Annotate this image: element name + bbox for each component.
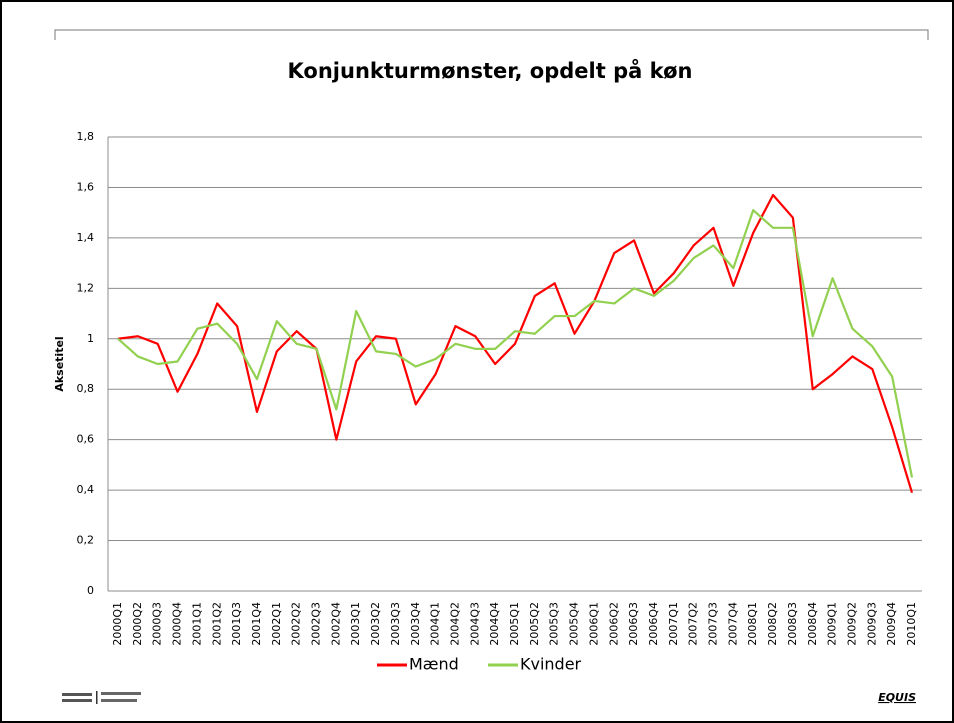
footer-logo-right: EQUIS [878,691,916,704]
x-tick-label: 2002Q3 [310,602,323,646]
x-tick-label: 2003Q2 [369,602,382,646]
x-tick-label: 2002Q2 [290,602,303,646]
x-tick-label: 2003Q1 [349,602,362,646]
x-tick-label: 2009Q1 [826,602,839,646]
x-tick-label: 2002Q1 [270,602,283,646]
y-tick-label: 1,6 [77,180,95,193]
x-tick-label: 2006Q1 [587,602,600,646]
x-tick-label: 2004Q1 [429,602,442,646]
x-tick-label: 2009Q3 [865,602,878,646]
x-tick-label: 2006Q4 [647,602,660,646]
x-tick-label: 2001Q1 [190,602,203,646]
y-tick-label: 1 [87,332,94,345]
x-tick-label: 2008Q1 [746,602,759,646]
x-tick-label: 2005Q3 [548,602,561,646]
x-tick-label: 2009Q2 [845,602,858,646]
chart-title: Konjunkturmønster, opdelt på køn [288,58,693,83]
y-tick-label: 1,2 [77,281,95,294]
x-tick-label: 2003Q3 [389,602,402,646]
y-tick-label: 0,4 [77,483,95,496]
x-tick-label: 2007Q4 [726,602,739,646]
x-tick-label: 2008Q2 [766,602,779,646]
y-tick-label: 1,4 [77,231,95,244]
x-tick-label: 2001Q2 [210,602,223,646]
x-tick-label: 2007Q1 [667,602,680,646]
x-tick-label: 2007Q3 [707,602,720,646]
y-tick-label: 0,6 [77,433,95,446]
x-tick-label: 2008Q4 [806,602,819,646]
series-line [117,193,914,493]
x-tick-label: 2004Q2 [448,602,461,646]
x-tick-label: 2000Q4 [171,602,184,646]
header-rule [54,29,929,40]
y-tick-label: 1,8 [77,130,95,143]
x-tick-label: 2009Q4 [885,602,898,646]
x-tick-label: 2004Q4 [488,602,501,646]
y-tick-label: 0,8 [77,382,95,395]
x-tick-label: 2010Q1 [905,602,918,646]
legend-label: Mænd [409,655,459,674]
x-tick-label: 2002Q4 [329,602,342,646]
x-tick-label: 2005Q1 [508,602,521,646]
x-tick-label: 2005Q4 [568,602,581,646]
x-tick-label: 2000Q1 [111,602,124,646]
x-tick-label: 2007Q2 [687,602,700,646]
x-tick-label: 2005Q2 [528,602,541,646]
x-tick-label: 2001Q3 [230,602,243,646]
x-tick-label: 2008Q3 [786,602,799,646]
x-tick-label: 2003Q4 [409,602,422,646]
legend-label: Kvinder [520,655,582,674]
x-tick-label: 2000Q3 [151,602,164,646]
x-tick-label: 2006Q3 [627,602,640,646]
x-tick-label: 2006Q2 [607,602,620,646]
y-tick-label: 0 [87,584,94,597]
x-tick-label: 2001Q4 [250,602,263,646]
series-line [117,209,914,478]
x-tick-label: 2000Q2 [131,602,144,646]
y-tick-label: 0,2 [77,534,95,547]
y-axis-label: Aksetitel [53,336,66,391]
footer-logo-left [62,691,141,704]
x-tick-label: 2004Q3 [468,602,481,646]
